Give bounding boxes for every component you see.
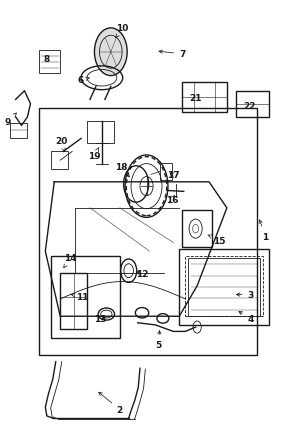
Text: 1: 1: [259, 220, 269, 241]
Text: 14: 14: [64, 253, 77, 268]
Text: 17: 17: [167, 171, 180, 180]
Text: 3: 3: [237, 290, 254, 299]
Bar: [185, 256, 263, 316]
Text: 19: 19: [88, 148, 101, 161]
Text: 2: 2: [99, 392, 123, 414]
Text: 22: 22: [243, 102, 255, 111]
Circle shape: [94, 29, 127, 76]
Text: 16: 16: [166, 195, 178, 204]
Bar: [236, 92, 269, 118]
Text: 18: 18: [115, 163, 129, 178]
Bar: [39, 50, 60, 74]
Text: 13: 13: [94, 314, 107, 323]
Bar: [10, 124, 28, 139]
Bar: [179, 250, 269, 325]
Text: 21: 21: [189, 94, 202, 102]
Bar: [188, 258, 260, 316]
Text: 11: 11: [71, 293, 89, 302]
Text: 7: 7: [159, 50, 185, 59]
Bar: [60, 273, 87, 329]
Bar: [51, 152, 68, 169]
Text: 9: 9: [5, 114, 16, 126]
Text: 12: 12: [136, 270, 148, 279]
Text: 4: 4: [239, 312, 254, 323]
Circle shape: [140, 177, 153, 196]
Bar: [160, 164, 172, 180]
Bar: [182, 83, 227, 113]
Bar: [51, 256, 120, 338]
Bar: [39, 109, 257, 355]
Text: 8: 8: [44, 55, 50, 64]
Text: 20: 20: [56, 137, 68, 152]
Bar: [182, 210, 212, 247]
Text: 15: 15: [208, 235, 226, 245]
Text: 6: 6: [78, 76, 90, 85]
Text: 5: 5: [155, 331, 161, 349]
Text: 10: 10: [116, 24, 129, 39]
Bar: [87, 122, 114, 144]
